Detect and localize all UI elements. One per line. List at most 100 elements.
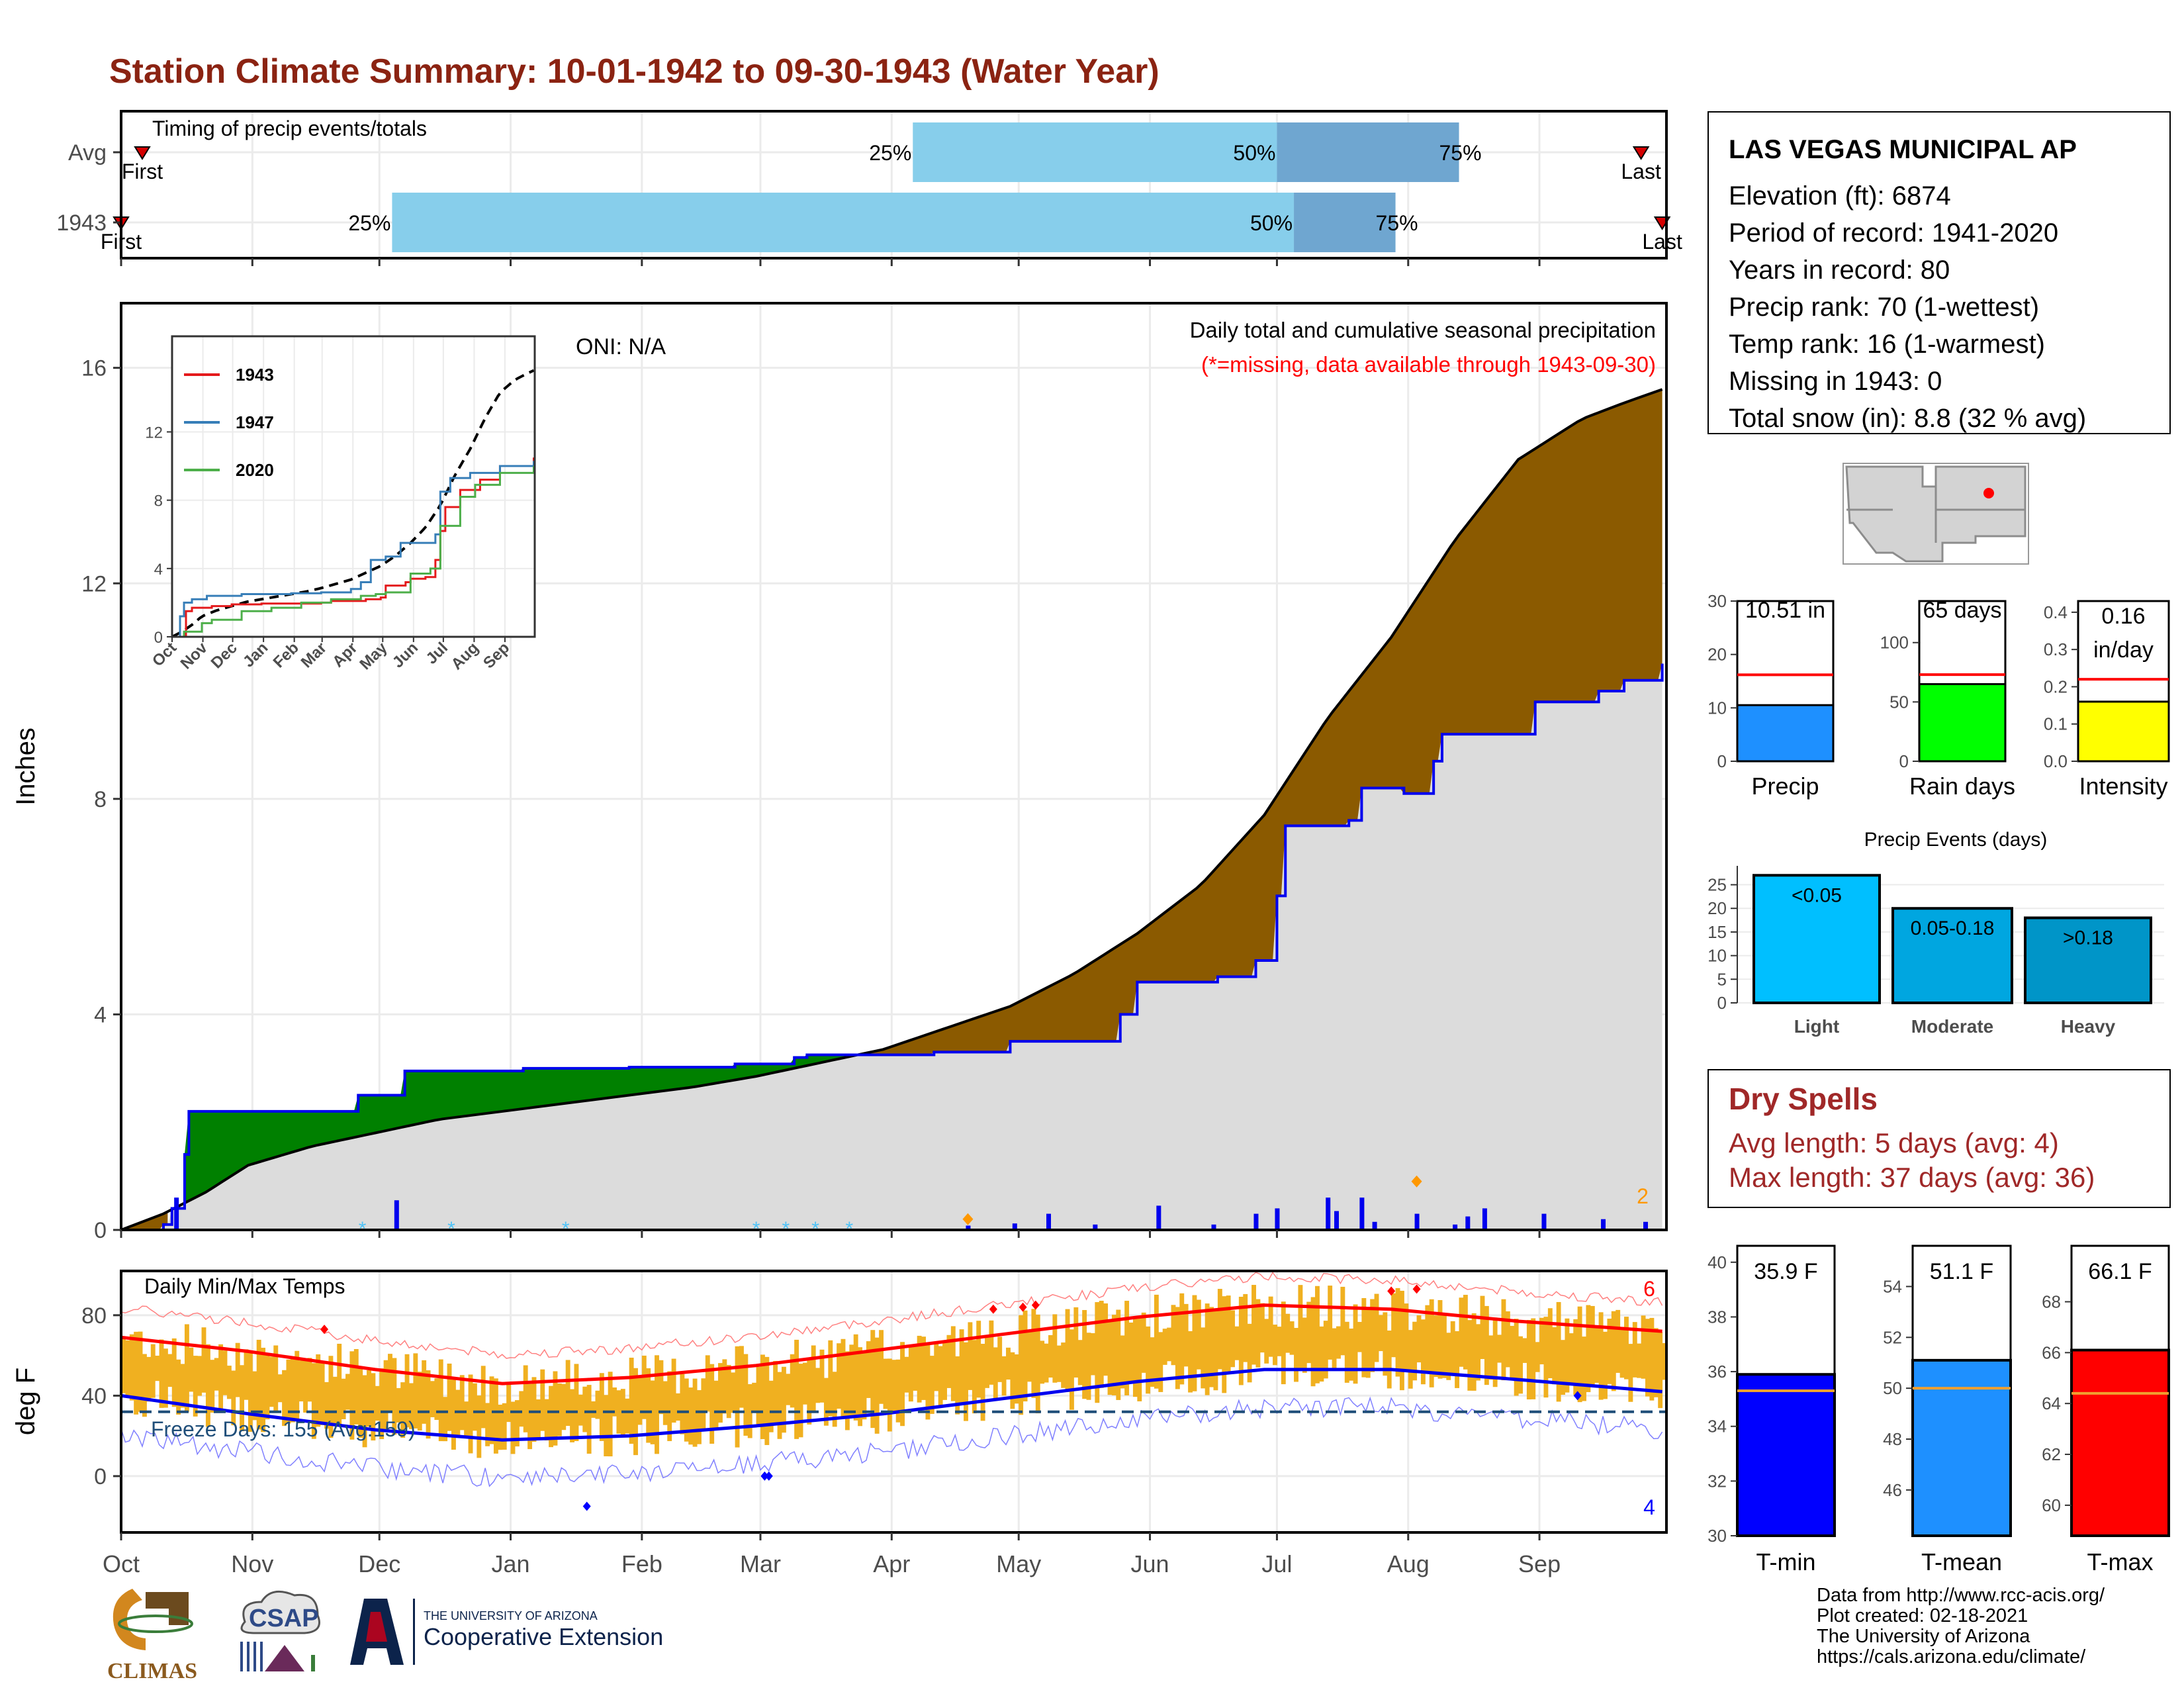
svg-text:CSAP: CSAP — [249, 1605, 319, 1632]
daily-temp-range-bar — [527, 1383, 533, 1450]
daily-temp-range-bar — [417, 1372, 422, 1431]
daily-temp-range-bar — [1090, 1333, 1095, 1376]
station-elevation: Elevation (ft): 6874 — [1729, 181, 1951, 211]
daily-temp-range-bar — [295, 1350, 300, 1420]
summary-y-tick-label: 0.1 — [2044, 714, 2068, 734]
daily-temp-range-bar — [921, 1336, 926, 1400]
daily-temp-range-bar — [616, 1390, 621, 1434]
daily-temp-range-bar — [942, 1342, 947, 1400]
daily-temp-range-bar — [1019, 1315, 1024, 1415]
daily-temp-range-bar — [1238, 1296, 1244, 1385]
station-temp-rank: Temp rank: 16 (1-warmest) — [1729, 330, 2045, 359]
daily-temp-range-bar — [240, 1365, 245, 1432]
precip-y-tick-label: 4 — [94, 1002, 107, 1027]
events-y-tick-label: 5 — [1717, 969, 1727, 989]
credits: Data from http://www.rcc-acis.org/ Plot … — [1817, 1585, 2105, 1667]
daily-temp-range-bar — [447, 1363, 452, 1431]
daily-temp-range-bar — [121, 1337, 126, 1393]
daily-temp-range-bar — [1463, 1295, 1468, 1370]
daily-temp-range-bar — [747, 1383, 752, 1438]
daily-temp-range-bar — [1150, 1337, 1155, 1387]
daily-temp-range-bar — [282, 1370, 287, 1427]
summary-value-label: 65 days — [1923, 598, 2001, 623]
temp-panel-title: Daily Min/Max Temps — [144, 1274, 345, 1298]
daily-temp-range-bar — [718, 1363, 723, 1423]
timing-label-25: 25% — [869, 141, 911, 165]
daily-temp-range-bar — [565, 1360, 570, 1427]
daily-temp-range-bar — [739, 1346, 744, 1408]
daily-precip-bar — [1046, 1213, 1051, 1230]
summary-bar-charts: 0 10 20 30 10.51 in Precip 0 50 100 65 days Rain d… — [1707, 591, 2170, 800]
daily-temp-range-bar — [832, 1372, 837, 1427]
daily-temp-range-bar — [1302, 1317, 1307, 1373]
daily-temp-range-bar — [578, 1394, 583, 1426]
daily-temp-range-bar — [400, 1382, 406, 1438]
daily-temp-range-bar — [1056, 1345, 1062, 1382]
daily-temp-range-bar — [823, 1378, 829, 1426]
missing-data-note: (*=missing, data available through 1943-… — [1201, 352, 1656, 377]
daily-temp-range-bar — [680, 1374, 685, 1434]
daily-temp-range-bar — [802, 1362, 807, 1405]
daily-temp-range-bar — [549, 1385, 554, 1448]
daily-temp-range-bar — [1323, 1321, 1328, 1379]
daily-temp-range-bar — [1264, 1319, 1269, 1364]
daily-temp-range-bar — [1298, 1285, 1303, 1369]
daily-temp-range-bar — [553, 1371, 558, 1446]
daily-temp-range-bar — [1183, 1303, 1189, 1367]
daily-temp-range-bar — [1412, 1321, 1418, 1381]
daily-temp-range-bar — [493, 1378, 498, 1454]
daily-temp-range-bar — [1014, 1354, 1019, 1404]
daily-precip-bar — [1453, 1224, 1458, 1230]
summary-y-tick-label: 0 — [1899, 751, 1909, 771]
daily-temp-range-bar — [1336, 1326, 1341, 1359]
temp-bar-name: T-max — [2087, 1548, 2153, 1575]
summary-bar-name: Intensity — [2079, 773, 2167, 800]
daily-temp-range-bar — [1340, 1286, 1345, 1356]
dry-spells-panel: Dry Spells Avg length: 5 days (avg: 4) M… — [1707, 1069, 2171, 1208]
daily-temp-range-bar — [866, 1341, 871, 1398]
daily-temp-range-bar — [1132, 1317, 1138, 1397]
timing-bar-q25-q50 — [392, 193, 1295, 252]
precip-y-tick-label: 0 — [94, 1218, 107, 1243]
daily-temp-range-bar — [286, 1359, 291, 1424]
daily-temp-range-bar — [582, 1386, 588, 1432]
daily-temp-range-bar — [1310, 1297, 1316, 1387]
daily-temp-range-bar — [726, 1365, 731, 1419]
daily-temp-range-bar — [489, 1376, 494, 1444]
daily-temp-range-bar — [684, 1378, 689, 1442]
daily-temp-range-bar — [980, 1344, 985, 1421]
daily-temp-range-bar — [523, 1365, 528, 1432]
daily-temp-range-bar — [1471, 1313, 1477, 1391]
summary-bar-name: Precip — [1751, 773, 1819, 800]
temperature-panel: 0 40 80 Daily Min/Max Temps Freeze Days: 155… — [11, 1270, 1668, 1540]
daily-temp-range-bar — [540, 1369, 545, 1431]
daily-temp-range-bar — [1399, 1290, 1404, 1391]
daily-temp-range-bar — [1353, 1304, 1358, 1384]
daily-temp-range-bar — [1569, 1333, 1574, 1385]
summary-y-tick-label: 0.3 — [2044, 639, 2068, 659]
daily-temp-range-bar — [1433, 1315, 1439, 1378]
daily-temp-range-bar — [150, 1344, 156, 1398]
daily-temp-range-bar — [591, 1401, 596, 1418]
daily-temp-range-bar — [1446, 1333, 1451, 1380]
dry-spells-max: Max length: 37 days (avg: 36) — [1729, 1162, 2095, 1193]
inset-y-tick-label: 4 — [154, 561, 163, 579]
daily-temp-range-bar — [1006, 1347, 1011, 1380]
first-event-label: First — [122, 160, 163, 183]
daily-temp-range-bar — [735, 1346, 740, 1448]
daily-temp-range-bar — [256, 1339, 261, 1430]
daily-precip-bar — [1275, 1208, 1280, 1230]
daily-temp-range-bar — [1285, 1313, 1291, 1353]
daily-temp-range-bar — [841, 1338, 846, 1418]
daily-temp-range-bar — [176, 1359, 181, 1415]
timing-label-50: 50% — [1250, 211, 1293, 235]
daily-temp-range-bar — [1370, 1299, 1375, 1372]
daily-temp-range-bar — [561, 1383, 567, 1430]
daily-temp-range-bar — [1289, 1321, 1295, 1355]
daily-temp-range-bar — [1488, 1335, 1494, 1380]
temp-bar-y-tick-label: 54 — [1883, 1276, 1902, 1296]
daily-temp-range-bar — [244, 1349, 249, 1400]
daily-temp-range-bar — [129, 1334, 134, 1401]
daily-temp-range-bar — [269, 1356, 274, 1407]
daily-temp-range-bar — [989, 1320, 994, 1385]
